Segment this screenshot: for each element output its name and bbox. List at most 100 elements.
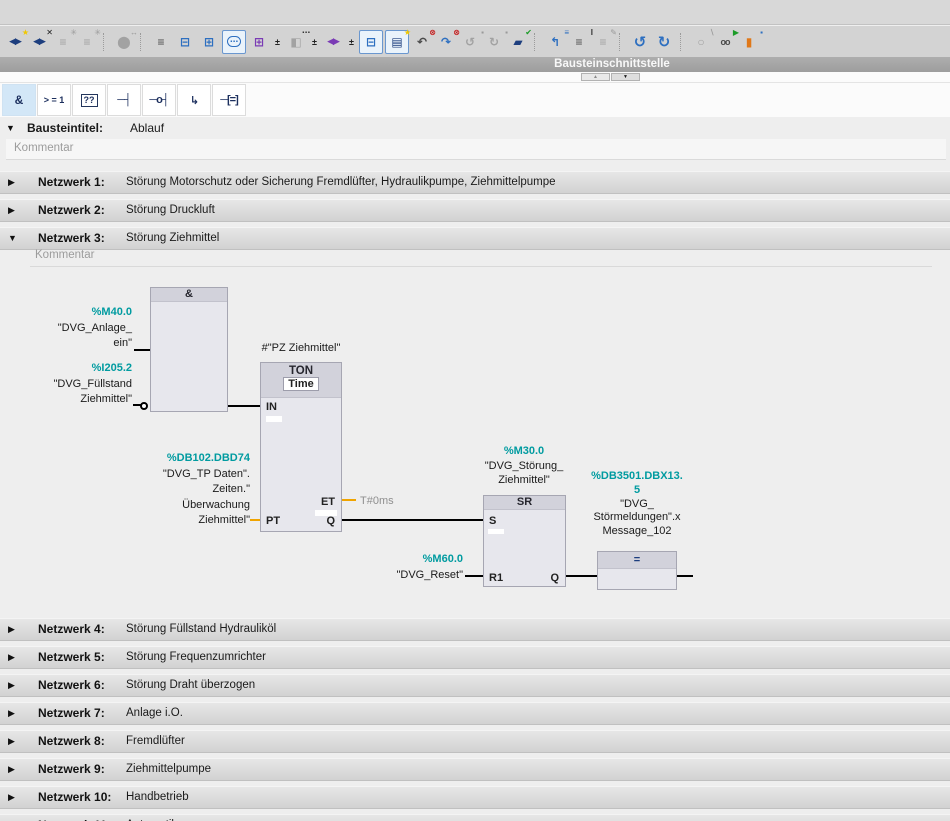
network-expand-toggle-icon[interactable]: [8, 792, 15, 803]
network-title[interactable]: Störung Ziehmittel: [126, 232, 220, 244]
and-block[interactable]: &: [150, 287, 228, 412]
assignment-list-icon[interactable]: ≡ I: [575, 27, 593, 49]
delete-network-icon[interactable]: ◀▶ ✕: [33, 27, 53, 46]
snapshot-values-icon[interactable]: ▮ ▪: [745, 27, 763, 49]
operand-address[interactable]: %M60.0: [422, 553, 463, 565]
favorite-negated-input[interactable]: ─o┤: [142, 84, 176, 116]
ton-timer-block[interactable]: TON Time IN PT ET Q: [260, 362, 342, 532]
network-header[interactable]: Netzwerk 2: Störung Druckluft: [0, 199, 950, 222]
absolute-operands-icon[interactable]: ⊞: [253, 34, 265, 49]
next-error-icon[interactable]: ↷ ⊗: [440, 27, 460, 49]
network-header[interactable]: Netzwerk 1: Störung Motorschutz oder Sic…: [0, 171, 950, 194]
network-title[interactable]: Störung Motorschutz oder Sicherung Fremd…: [126, 176, 556, 188]
insert-row-icon[interactable]: ≡ ✳: [59, 27, 77, 49]
favorite-binary-input[interactable]: ─┤: [107, 84, 141, 116]
network-header[interactable]: Netzwerk 7: Anlage i.O.: [0, 702, 950, 725]
splitter-down-button[interactable]: ▼: [611, 73, 640, 81]
network-expand-toggle-icon[interactable]: [8, 177, 15, 188]
favorite-assignment[interactable]: ─[=]: [212, 84, 246, 116]
operand-address[interactable]: 5: [633, 483, 641, 496]
sr-pin-q: Q: [550, 572, 559, 584]
network-expand-toggle-icon[interactable]: [8, 624, 15, 635]
network-expand-toggle-icon[interactable]: [8, 652, 15, 663]
cross-references-icon[interactable]: ≡ ✎: [599, 27, 617, 49]
assignment-coil-block[interactable]: =: [597, 551, 677, 590]
assign-operand[interactable]: %DB3501.DBX13. 5 "DVG_ Störmeldungen".x …: [577, 470, 697, 539]
and-input2-operand[interactable]: %I205.2 "DVG_Füllstand Ziehmittel": [28, 361, 133, 408]
network-expand-toggle-icon[interactable]: [8, 764, 15, 775]
sr-instance-operand[interactable]: %M30.0 "DVG_Störung_ Ziehmittel": [464, 444, 584, 488]
and-input1-operand[interactable]: %M40.0 "DVG_Anlage_ ein": [30, 305, 132, 352]
operand-address[interactable]: %M40.0: [91, 306, 132, 318]
find-replace-icon[interactable]: ○ ∖: [697, 27, 715, 49]
network-expand-toggle-icon[interactable]: [8, 233, 17, 243]
absolute-operands-dropdown-icon[interactable]: ±: [275, 36, 280, 47]
symbol-information-icon[interactable]: ◀▶: [327, 36, 340, 46]
network-title[interactable]: Störung Draht überzogen: [126, 679, 256, 691]
sr-r1-operand[interactable]: %M60.0 "DVG_Reset": [363, 551, 464, 583]
sr-pin-s: S: [489, 515, 497, 527]
insert-network-icon[interactable]: ◀▶ ★: [9, 27, 29, 46]
network-title[interactable]: Fremdlüfter: [126, 735, 185, 747]
network-header[interactable]: Netzwerk 6: Störung Draht überzogen: [0, 674, 950, 697]
ton-et-value[interactable]: T#0ms: [360, 495, 394, 507]
network-header[interactable]: Netzwerk 11: Automatik: [0, 814, 950, 821]
operand-name-line: Message_102: [602, 525, 672, 538]
ton-type-selector[interactable]: Time: [283, 377, 319, 391]
insert-row-after-icon[interactable]: ≡ ✳: [83, 27, 101, 49]
network-expand-toggle-icon[interactable]: [8, 680, 15, 691]
favorite-open-branch[interactable]: ↳: [177, 84, 211, 116]
jump-forward-icon[interactable]: ↻: [657, 33, 671, 51]
favorite-or-box[interactable]: > = 1: [37, 84, 71, 116]
network-label: Netzwerk 7:: [38, 706, 105, 720]
update-all-calls-icon[interactable]: ↻ ▪: [488, 27, 508, 49]
outline-levels-icon[interactable]: ≡: [157, 34, 165, 49]
network-title[interactable]: Störung Druckluft: [126, 204, 215, 216]
network-header[interactable]: Netzwerk 3: Störung Ziehmittel: [0, 227, 950, 250]
network-title[interactable]: Automatik: [126, 819, 177, 821]
call-structure-icon[interactable]: ↰ ≡: [549, 27, 569, 49]
ton-pt-operand[interactable]: %DB102.DBD74 "DVG_TP Daten". Zeiten." Üb…: [130, 451, 250, 529]
consistency-check-icon[interactable]: ▰ ✔: [513, 27, 532, 49]
network-expand-toggle-icon[interactable]: [8, 205, 15, 216]
network-expand-toggle-icon[interactable]: [8, 736, 15, 747]
operand-name-line: "DVG_Reset": [396, 569, 464, 581]
network-title[interactable]: Anlage i.O.: [126, 707, 183, 719]
network-comments-toggle-icon[interactable]: ⋯: [222, 29, 246, 54]
favorites-toggle-icon[interactable]: ▤ ★: [385, 28, 411, 54]
block-title-expand-icon[interactable]: ▼: [6, 123, 15, 133]
network-header[interactable]: Netzwerk 8: Fremdlüfter: [0, 730, 950, 753]
network-header[interactable]: Netzwerk 9: Ziehmittelpumpe: [0, 758, 950, 781]
network-header[interactable]: Netzwerk 5: Störung Frequenzumrichter: [0, 646, 950, 669]
operand-address[interactable]: %DB102.DBD74: [166, 452, 250, 464]
operand-address[interactable]: %DB3501.DBX13.: [591, 470, 683, 482]
jump-back-icon[interactable]: ↺: [633, 33, 647, 51]
operand-comments-icon[interactable]: ◧ ⋯: [290, 27, 310, 49]
block-comment-field[interactable]: Kommentar: [6, 139, 946, 160]
network-title[interactable]: Handbetrieb: [126, 791, 189, 803]
network-title[interactable]: Störung Füllstand Hydrauliköl: [126, 623, 277, 635]
operand-address[interactable]: %I205.2: [91, 362, 132, 374]
block-title-value[interactable]: Ablauf: [130, 121, 165, 135]
operand-address[interactable]: %M30.0: [503, 445, 545, 457]
ton-instance-label[interactable]: #"PZ Ziehmittel": [261, 342, 341, 354]
network3-comment-field[interactable]: Kommentar: [30, 246, 932, 267]
network-display-icon[interactable]: ⊟: [359, 29, 383, 54]
network-title[interactable]: Ziehmittelpumpe: [126, 763, 212, 775]
network-title[interactable]: Störung Frequenzumrichter: [126, 651, 266, 663]
previous-error-icon[interactable]: ↶ ⊗: [416, 27, 436, 49]
update-block-call-icon[interactable]: ↺ ▪: [464, 27, 484, 49]
close-all-networks-icon[interactable]: ⊟: [179, 34, 191, 49]
network-header[interactable]: Netzwerk 4: Störung Füllstand Hydraulikö…: [0, 618, 950, 641]
monitoring-toggle-icon[interactable]: oo ▶: [720, 27, 740, 47]
symbol-information-dropdown-icon[interactable]: ±: [349, 36, 354, 47]
network-header[interactable]: Netzwerk 10: Handbetrieb: [0, 786, 950, 809]
refresh-data-block-icon[interactable]: ⬤ ↔: [117, 27, 138, 49]
network-expand-toggle-icon[interactable]: [8, 708, 15, 719]
open-all-networks-icon[interactable]: ⊞: [203, 34, 215, 49]
favorite-empty-box[interactable]: ??: [72, 84, 106, 116]
sr-flipflop-block[interactable]: SR S R1 Q: [483, 495, 566, 587]
favorite-and-box[interactable]: &: [2, 84, 36, 116]
splitter-up-button[interactable]: ▲: [581, 73, 610, 81]
operand-comments-dropdown-icon[interactable]: ±: [312, 36, 317, 47]
